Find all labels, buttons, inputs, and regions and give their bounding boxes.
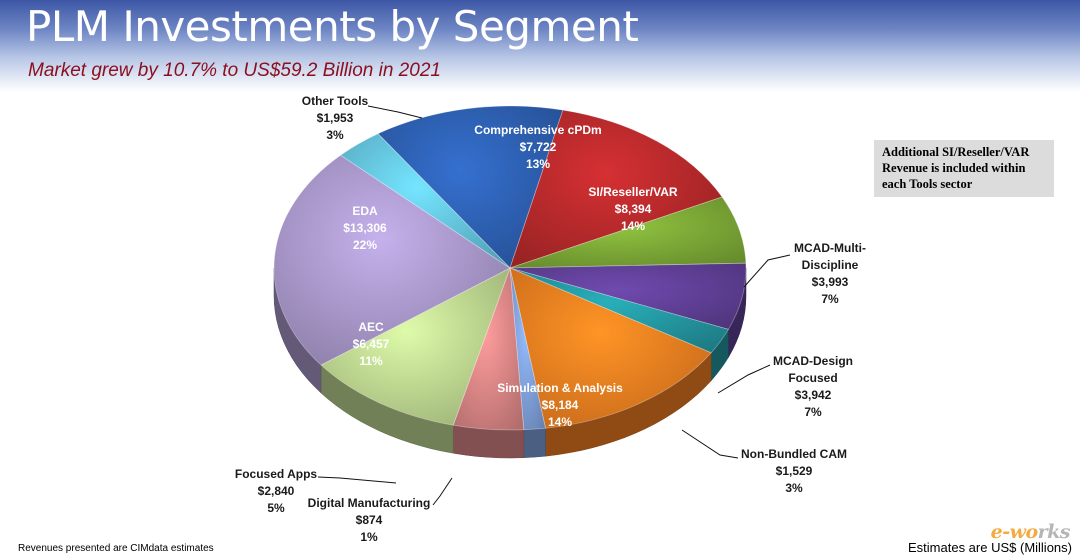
slice-name: EDA [352, 204, 378, 218]
leader-line-digital-manufacturing [432, 477, 453, 506]
slice-percent: 7% [804, 405, 822, 419]
slice-value: $1,529 [776, 464, 813, 478]
slice-name: Focused Apps [235, 467, 318, 481]
page-subtitle: Market grew by 10.7% to US$59.2 Billion … [28, 60, 441, 81]
slice-percent: 11% [359, 354, 383, 368]
pie-wedges [273, 105, 747, 431]
leader-line-mcad-design-focused [717, 364, 771, 394]
slice-label-mcad-design-focused: MCAD-Design Focused $3,942 7% [773, 354, 853, 419]
slice-label-digital-manufacturing: Digital Manufacturing $874 1% [308, 496, 431, 544]
slice-value: $874 [356, 513, 383, 527]
slice-name: Discipline [802, 258, 859, 272]
slice-label-comprehensive-cpdm: Comprehensive cPDm $7,722 13% [474, 123, 601, 171]
pie-slice-simulation-analysis [509, 267, 712, 429]
slice-label-non-bundled-cam: Non-Bundled CAM $1,529 3% [741, 447, 847, 495]
slice-label-mcad-multi-discipline: MCAD-Multi- Discipline $3,993 7% [794, 241, 866, 306]
slice-label-si-reseller-var: SI/Reseller/VAR $8,394 14% [588, 185, 677, 233]
footer-units-note: Estimates are US$ (Millions) [908, 540, 1072, 555]
slice-label-aec: AEC $6,457 11% [353, 320, 390, 368]
slice-name: MCAD-Design [773, 354, 853, 368]
slice-label-eda: EDA $13,306 22% [343, 204, 387, 252]
slice-name: Digital Manufacturing [308, 496, 431, 510]
slice-name: AEC [358, 320, 384, 334]
pie-slice-non-bundled-cam [509, 267, 730, 354]
title-banner: PLM Investments by Segment Market grew b… [0, 0, 1080, 92]
pie-slice-other-tools [339, 133, 511, 269]
slice-percent: 22% [353, 238, 377, 252]
slice-percent: 3% [785, 481, 803, 495]
slice-percent: 5% [267, 501, 285, 515]
pie-slice-mcad-design-focused [509, 262, 747, 330]
pie-slice-eda [273, 154, 511, 366]
slice-percent: 1% [360, 530, 378, 544]
slice-label-simulation-analysis: Simulation & Analysis $8,184 14% [497, 381, 623, 429]
slice-value: $6,457 [353, 337, 390, 351]
pie-slice-focused-apps [452, 267, 525, 431]
slice-percent: 13% [526, 157, 550, 171]
slice-label-focused-apps: Focused Apps $2,840 5% [235, 467, 318, 515]
slice-value: $1,953 [317, 111, 354, 125]
pie-slice-comprehensive-cpdm [377, 105, 564, 269]
pie-slice-si-reseller-var [509, 109, 723, 269]
eworks-logo: e-works [990, 521, 1071, 543]
note-box: Additional SI/Reseller/VAR Revenue is in… [874, 140, 1054, 197]
slice-percent: 3% [326, 128, 344, 142]
slice-value: $7,722 [520, 140, 557, 154]
slice-label-other-tools: Other Tools $1,953 3% [302, 94, 369, 142]
slice-value: $3,942 [795, 388, 832, 402]
pie-slice-aec [320, 267, 511, 426]
slice-name: Non-Bundled CAM [741, 447, 847, 461]
leader-line-focused-apps [317, 476, 397, 484]
pie-slice-digital-manufacturing [509, 267, 546, 431]
slice-name: SI/Reseller/VAR [588, 185, 677, 199]
pie-side-digital-manufacturing [523, 427, 546, 458]
leader-line-mcad-multi-discipline [743, 254, 791, 288]
slice-name: Other Tools [302, 94, 369, 108]
slice-name: Simulation & Analysis [497, 381, 623, 395]
slice-value: $2,840 [258, 484, 295, 498]
slice-value: $8,394 [615, 202, 652, 216]
slice-value: $3,993 [812, 275, 849, 289]
pie-slice-mcad-multi-discipline [509, 196, 747, 269]
leader-line-other-tools [367, 105, 423, 119]
slice-value: $8,184 [542, 398, 579, 412]
slice-name: Comprehensive cPDm [474, 123, 601, 137]
page-title: PLM Investments by Segment [26, 2, 639, 51]
slice-percent: 14% [548, 415, 572, 429]
slice-percent: 14% [621, 219, 645, 233]
slice-name: MCAD-Multi- [794, 241, 866, 255]
slice-value: $13,306 [343, 221, 387, 235]
pie-labels: Comprehensive cPDm $7,722 13% SI/Reseller/V… [235, 94, 866, 544]
leader-line-non-bundled-cam [681, 429, 739, 459]
footer-source-note: Revenues presented are CIMdata estimates [18, 543, 214, 554]
pie-side-walls [273, 267, 747, 459]
slice-name: Focused [788, 371, 837, 385]
slice-percent: 7% [821, 292, 839, 306]
